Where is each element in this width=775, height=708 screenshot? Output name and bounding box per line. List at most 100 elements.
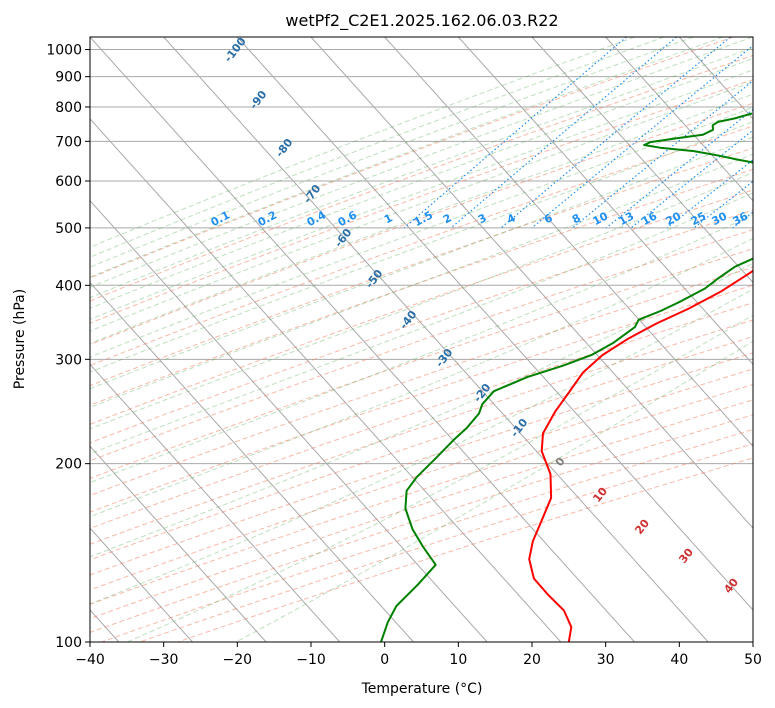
isotherm-line bbox=[163, 37, 709, 642]
mixing-ratio-line bbox=[531, 44, 753, 229]
moist-adiabat-line bbox=[90, 153, 753, 408]
isotherm-line bbox=[90, 363, 341, 642]
y-tick-label: 500 bbox=[55, 221, 82, 237]
mixing-ratio-line bbox=[403, 37, 627, 229]
y-tick-label: 800 bbox=[55, 100, 82, 116]
moist-adiabat-line bbox=[90, 192, 753, 455]
dry-adiabat-line bbox=[90, 147, 753, 387]
mixing-ratio-line bbox=[693, 180, 753, 229]
dry-adiabat-label: -10 bbox=[508, 416, 531, 440]
dry-adiabat-line bbox=[90, 384, 753, 605]
moist-adiabat-line bbox=[90, 214, 753, 484]
isotherm-line bbox=[310, 37, 753, 529]
moist-adiabat-label: 20 bbox=[632, 517, 652, 537]
dewpoint-profile-line bbox=[380, 112, 753, 642]
x-tick-label: 50 bbox=[744, 652, 762, 668]
mixing-ratio-line bbox=[761, 37, 775, 228]
sounding-lines bbox=[380, 112, 753, 642]
isotherm-line bbox=[236, 37, 753, 611]
mixing-ratio-label: 3 bbox=[476, 211, 489, 226]
x-tick-label: 20 bbox=[523, 652, 541, 668]
dry-adiabat-line bbox=[90, 209, 753, 444]
mixing-ratio-label: 1 bbox=[382, 211, 395, 226]
moist-adiabat-line bbox=[90, 81, 753, 332]
dry-adiabat-line bbox=[90, 229, 753, 462]
moist-adiabat-line bbox=[90, 47, 753, 299]
dry-adiabat-label: -50 bbox=[363, 267, 386, 291]
mixing-ratio-label: 0.2 bbox=[256, 208, 279, 229]
y-tick-label: 400 bbox=[55, 278, 82, 294]
dry-adiabat-label: -80 bbox=[273, 136, 296, 160]
x-axis-ticks: −40 −30 −20 −10 0 10 20 30 40 50 bbox=[75, 642, 762, 668]
x-tick-label: 30 bbox=[597, 652, 615, 668]
isotherm-line bbox=[90, 199, 488, 642]
dry-adiabat-line bbox=[90, 414, 753, 633]
isotherm-line bbox=[90, 118, 562, 642]
background-grid bbox=[90, 37, 775, 642]
dry-adiabat-line bbox=[90, 248, 753, 479]
x-tick-label: −40 bbox=[75, 652, 105, 668]
moist-adiabat-line bbox=[90, 262, 753, 558]
mixing-ratio-label: 4 bbox=[505, 211, 518, 226]
y-tick-label: 100 bbox=[55, 635, 82, 651]
moist-adiabat-line bbox=[90, 136, 753, 390]
y-tick-label: 900 bbox=[55, 70, 82, 86]
dry-adiabat-line bbox=[90, 352, 753, 576]
isotherm-line bbox=[752, 37, 753, 38]
moist-adiabat-label: 30 bbox=[676, 546, 696, 566]
moist-adiabat-line bbox=[90, 69, 753, 320]
mixing-ratio-label: 10 bbox=[591, 209, 611, 228]
dry-adiabat-line bbox=[90, 189, 753, 425]
isotherm-line bbox=[90, 527, 193, 642]
moist-adiabat-line bbox=[90, 106, 753, 358]
plot-frame bbox=[89, 36, 754, 643]
moist-adiabat-line bbox=[90, 58, 753, 309]
isotherm-line bbox=[384, 37, 753, 448]
mixing-ratio-label: 0.6 bbox=[336, 208, 360, 229]
y-tick-label: 300 bbox=[55, 352, 82, 368]
moist-adiabat-line bbox=[90, 37, 635, 248]
mixing-ratio-label: 16 bbox=[640, 209, 660, 228]
dry-adiabat-line bbox=[90, 336, 753, 561]
x-tick-label: −20 bbox=[223, 652, 253, 668]
isotherm-line bbox=[90, 281, 414, 642]
dry-adiabat-label: -30 bbox=[433, 346, 456, 370]
moist-adiabat-line bbox=[127, 314, 753, 642]
mixing-ratio-line bbox=[450, 37, 677, 229]
moist-adiabat-line bbox=[90, 121, 753, 373]
y-tick-label: 700 bbox=[55, 134, 82, 150]
dry-adiabat-line bbox=[90, 266, 753, 496]
moist-adiabat-line bbox=[90, 288, 753, 605]
isotherm-line bbox=[90, 37, 635, 642]
moist-adiabat-line bbox=[90, 37, 753, 288]
dry-adiabat-label: -70 bbox=[301, 182, 324, 206]
dry-adiabat-label: -40 bbox=[397, 308, 420, 332]
dry-adiabat-line bbox=[90, 125, 753, 367]
dry-adiabat-label: -90 bbox=[247, 88, 270, 112]
x-tick-label: 40 bbox=[670, 652, 688, 668]
mixing-ratio-line bbox=[500, 37, 731, 229]
dry-adiabat-line bbox=[90, 302, 753, 529]
moist-adiabat-line bbox=[90, 93, 753, 345]
isotherm-line bbox=[605, 37, 753, 202]
mixing-ratio-line bbox=[630, 129, 753, 229]
moist-adiabat-line bbox=[90, 237, 753, 518]
dry-adiabat-line bbox=[90, 79, 753, 324]
mixing-ratio-label: 30 bbox=[710, 209, 730, 228]
mixing-ratio-line bbox=[572, 79, 753, 229]
y-tick-label: 600 bbox=[55, 174, 82, 190]
x-tick-label: −30 bbox=[149, 652, 179, 668]
dry-adiabat-line bbox=[90, 54, 753, 302]
moist-adiabat-line bbox=[90, 37, 724, 278]
x-axis-label: Temperature (°C) bbox=[361, 681, 483, 697]
y-tick-label: 200 bbox=[55, 457, 82, 473]
mixing-ratio-label: 2 bbox=[441, 211, 454, 226]
y-tick-label: 1000 bbox=[46, 43, 82, 59]
moist-adiabat-label: 0 bbox=[553, 455, 568, 469]
mixing-ratio-label: 8 bbox=[570, 211, 583, 226]
moist-adiabat-label: 10 bbox=[590, 485, 610, 505]
mixing-ratio-label: 13 bbox=[617, 209, 637, 228]
x-tick-label: 0 bbox=[380, 652, 389, 668]
isotherm-line bbox=[90, 445, 267, 642]
